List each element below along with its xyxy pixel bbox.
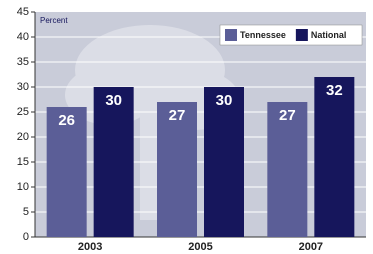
data-label: 32 [326, 82, 343, 99]
data-label: 30 [105, 92, 122, 109]
y-tick-label: 10 [17, 181, 29, 193]
x-tick-label: 2005 [188, 241, 212, 253]
x-tick-label: 2007 [299, 241, 323, 253]
data-label: 27 [279, 107, 296, 124]
legend-swatch [225, 29, 237, 41]
data-label: 27 [169, 107, 186, 124]
bar [204, 87, 244, 237]
data-label: 26 [58, 112, 75, 129]
y-tick-label: 40 [17, 31, 29, 43]
chart: Percent 0 5 10 15 20 25 30 35 40 45 2003 26 30 2005 27… [0, 0, 373, 254]
y-tick-label: 0 [23, 231, 29, 243]
data-label: 30 [216, 92, 233, 109]
legend-label: Tennessee [240, 30, 286, 40]
y-tick-label: 45 [17, 6, 29, 18]
legend-label: National [311, 30, 347, 40]
y-tick-label: 30 [17, 81, 29, 93]
x-tick-label: 2003 [78, 241, 102, 253]
y-axis-label: Percent [40, 16, 68, 25]
bar [314, 77, 354, 237]
legend-swatch [296, 29, 308, 41]
y-tick-label: 25 [17, 106, 29, 118]
y-tick-label: 35 [17, 56, 29, 68]
y-tick-label: 5 [23, 206, 29, 218]
y-tick-label: 20 [17, 131, 29, 143]
bar [94, 87, 134, 237]
y-tick-label: 15 [17, 156, 29, 168]
